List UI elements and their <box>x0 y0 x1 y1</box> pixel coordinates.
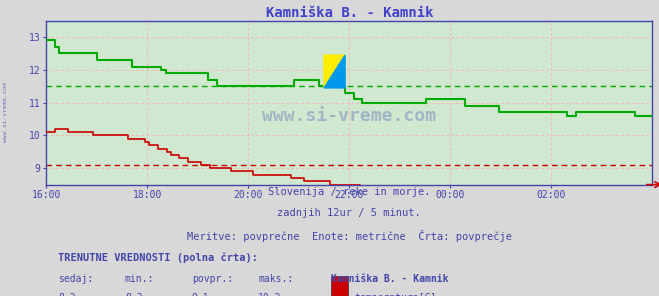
Text: sedaj:: sedaj: <box>58 274 94 284</box>
Text: Meritve: povprečne  Enote: metrične  Črta: povprečje: Meritve: povprečne Enote: metrične Črta:… <box>186 230 512 242</box>
Polygon shape <box>324 55 345 88</box>
Text: TRENUTNE VREDNOSTI (polna črta):: TRENUTNE VREDNOSTI (polna črta): <box>58 253 258 263</box>
Text: maks.:: maks.: <box>258 274 293 284</box>
Text: temperatura[C]: temperatura[C] <box>354 293 436 296</box>
FancyBboxPatch shape <box>331 276 348 296</box>
Text: zadnjih 12ur / 5 minut.: zadnjih 12ur / 5 minut. <box>277 208 421 218</box>
Title: Kamniška B. - Kamnik: Kamniška B. - Kamnik <box>266 6 433 20</box>
Text: 9,1: 9,1 <box>192 293 210 296</box>
Text: 8,3: 8,3 <box>125 293 142 296</box>
Text: www.si-vreme.com: www.si-vreme.com <box>3 83 8 142</box>
Text: min.:: min.: <box>125 274 154 284</box>
Text: Slovenija / reke in morje.: Slovenija / reke in morje. <box>268 187 430 197</box>
Polygon shape <box>324 55 345 88</box>
Text: Kamniška B. - Kamnik: Kamniška B. - Kamnik <box>331 274 449 284</box>
Text: 10,2: 10,2 <box>258 293 282 296</box>
Text: www.si-vreme.com: www.si-vreme.com <box>262 107 436 125</box>
Text: povpr.:: povpr.: <box>192 274 233 284</box>
Text: 8,3: 8,3 <box>58 293 76 296</box>
